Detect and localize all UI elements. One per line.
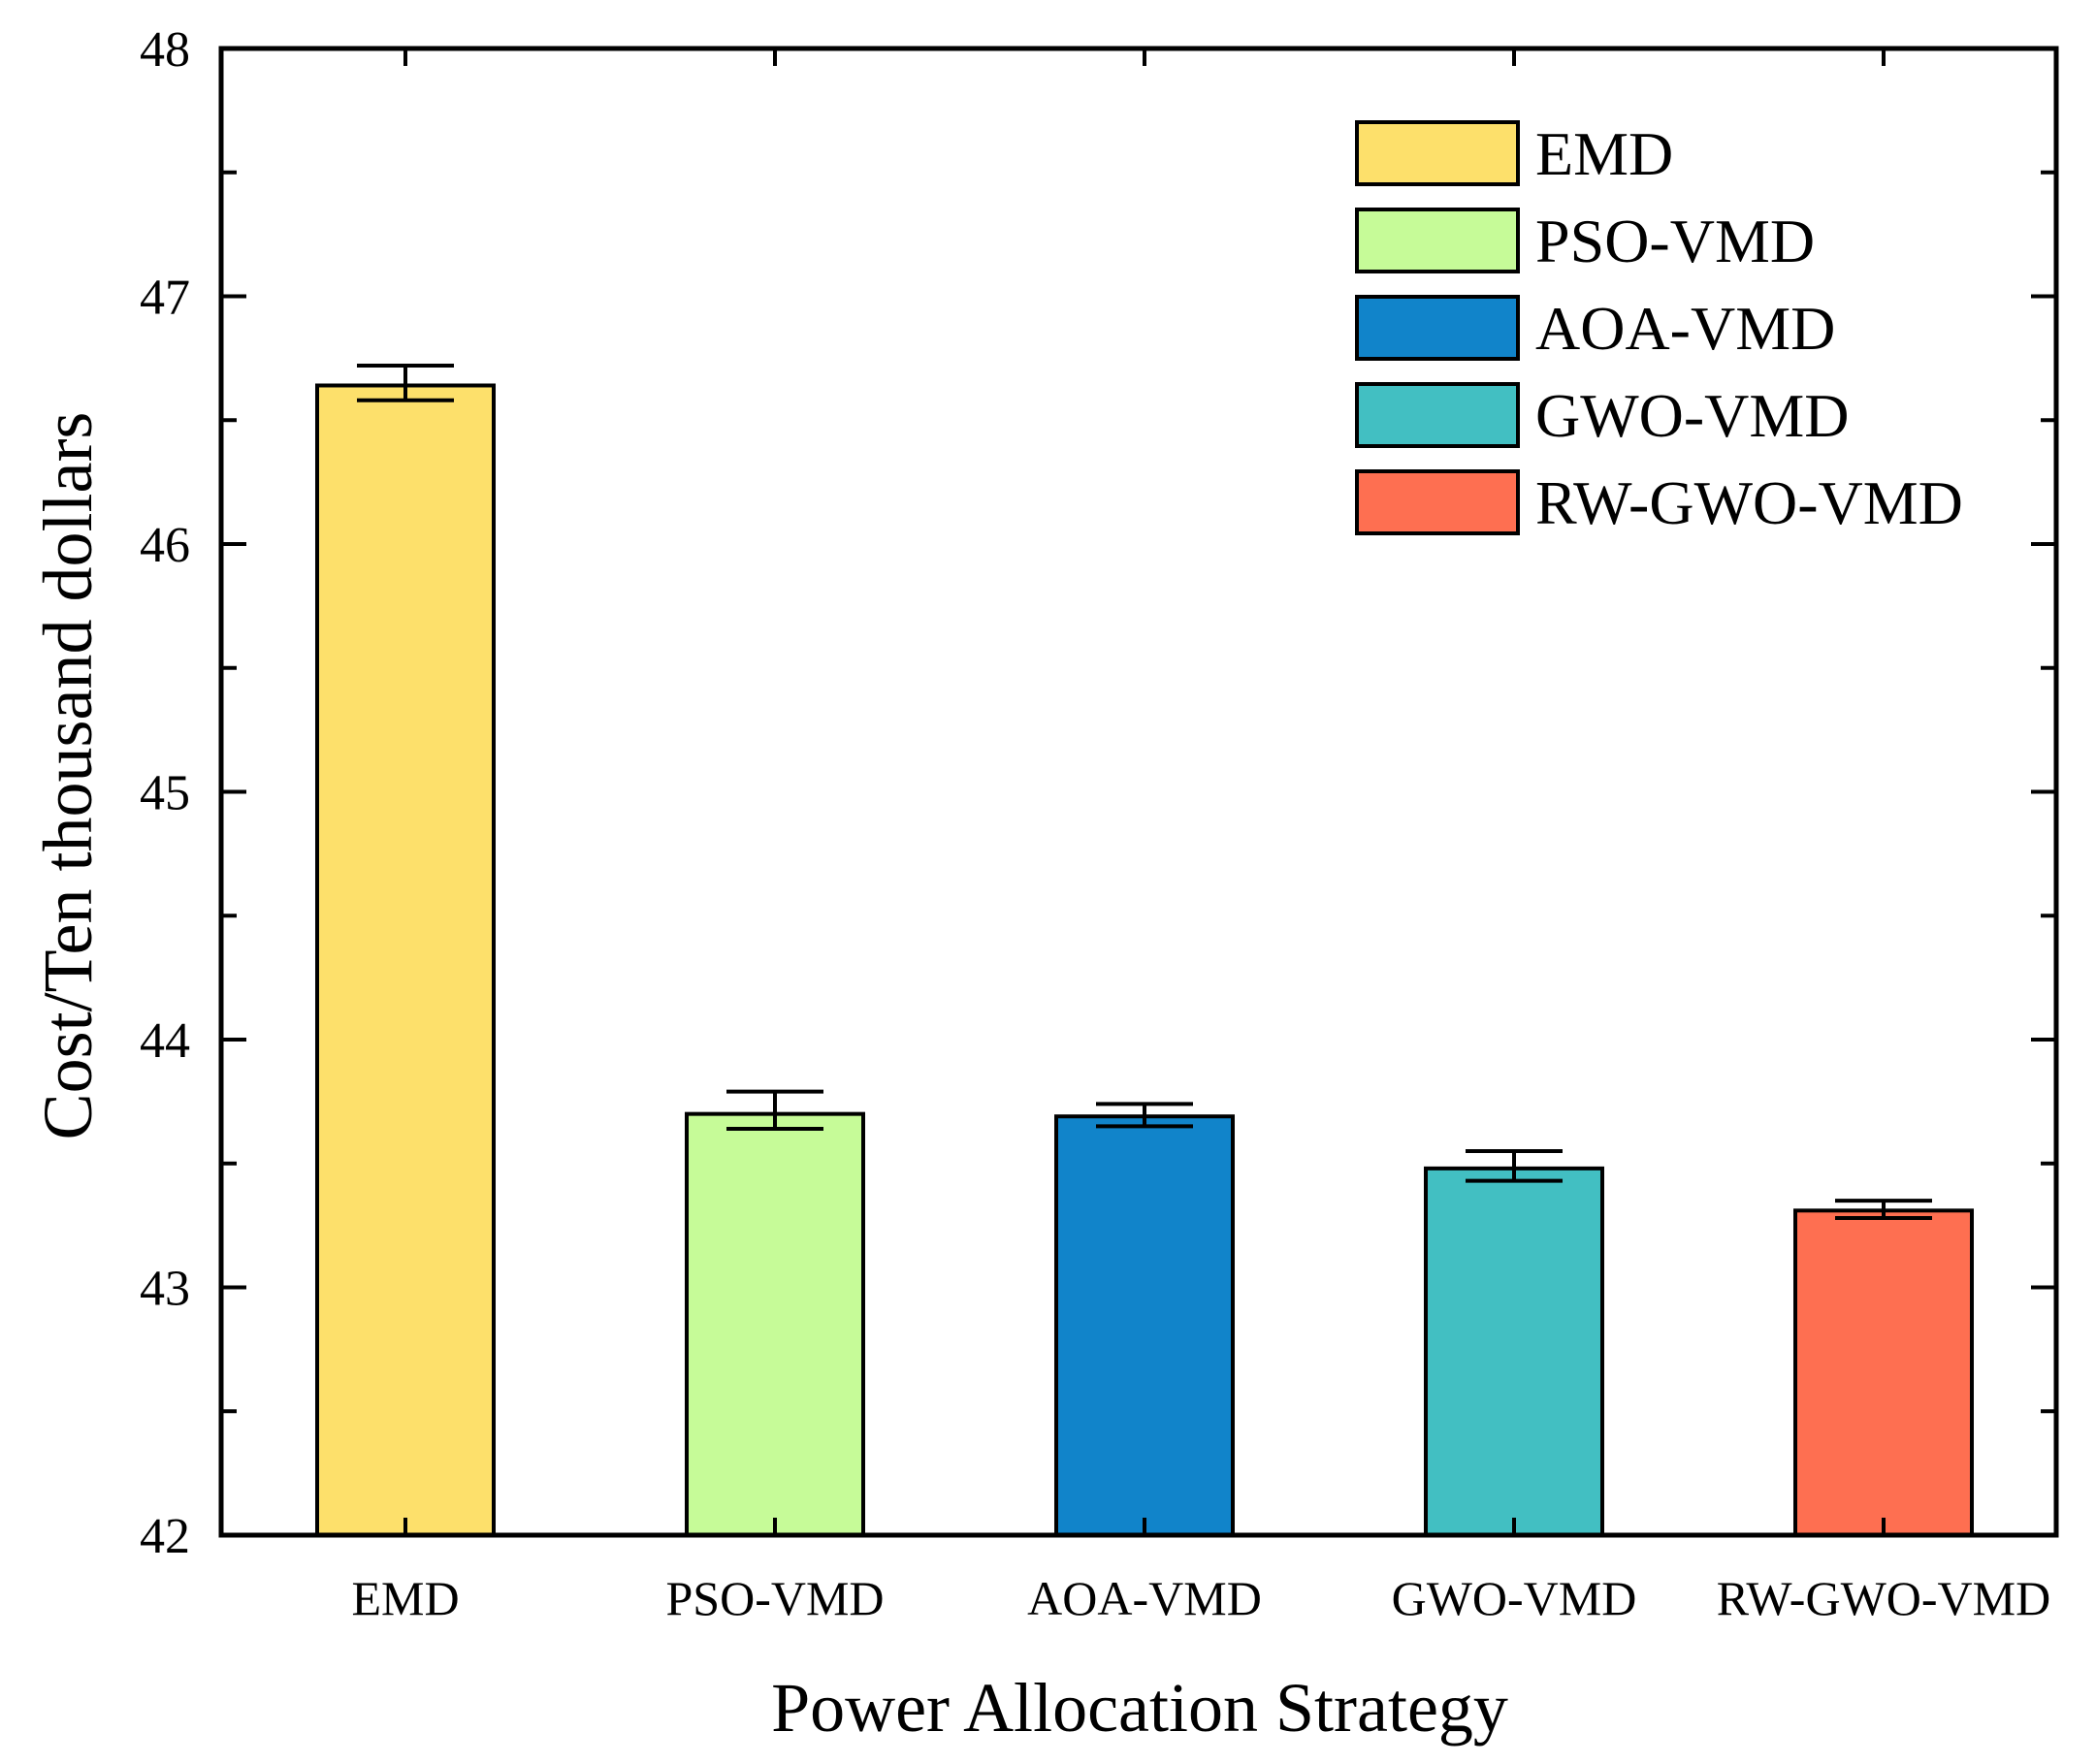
x-tick-label: AOA-VMD	[1027, 1571, 1262, 1625]
bar-pso-vmd	[685, 1111, 865, 1538]
legend-label: PSO-VMD	[1535, 207, 1815, 275]
bar-emd	[315, 383, 496, 1538]
bar-gwo-vmd	[1424, 1166, 1604, 1537]
y-tick-label: 44	[140, 1013, 190, 1069]
x-axis-title: Power Allocation Strategy	[771, 1669, 1508, 1747]
y-tick-label: 42	[140, 1509, 190, 1564]
legend-label: RW-GWO-VMD	[1535, 468, 1963, 537]
legend: EMD PSO-VMD AOA-VMD GWO-VMD RW-GWO-VMD	[1355, 119, 1963, 537]
x-tick-label: PSO-VMD	[665, 1571, 884, 1625]
y-tick-label: 43	[140, 1262, 190, 1317]
x-tick-labels: EMD PSO-VMD AOA-VMD GWO-VMD RW-GWO-VMD	[351, 1571, 2050, 1625]
bars-layer	[315, 383, 1974, 1538]
y-axis-title: Cost/Ten thousand dollars	[29, 412, 107, 1140]
y-tick-labels: 42 43 44 45 46 47 48	[140, 22, 190, 1564]
x-tick-label: RW-GWO-VMD	[1717, 1571, 2050, 1625]
bar-aoa-vmd	[1054, 1114, 1235, 1537]
x-tick-label: GWO-VMD	[1392, 1571, 1637, 1625]
legend-swatch	[1355, 295, 1520, 361]
legend-label: GWO-VMD	[1535, 381, 1850, 450]
legend-label: EMD	[1535, 119, 1673, 188]
axis-ticks-layer	[221, 47, 2056, 1537]
legend-swatch	[1355, 469, 1520, 535]
bar-rw-gwo-vmd	[1793, 1208, 1974, 1538]
y-tick-label: 48	[140, 22, 190, 78]
y-tick-label: 47	[140, 271, 190, 326]
legend-swatch	[1355, 120, 1520, 186]
error-bars-layer	[357, 364, 1932, 1220]
x-tick-label: EMD	[351, 1571, 459, 1625]
legend-label: AOA-VMD	[1535, 294, 1835, 363]
y-tick-label: 46	[140, 518, 190, 573]
y-tick-label: 45	[140, 766, 190, 821]
legend-swatch	[1355, 382, 1520, 448]
legend-swatch	[1355, 208, 1520, 273]
